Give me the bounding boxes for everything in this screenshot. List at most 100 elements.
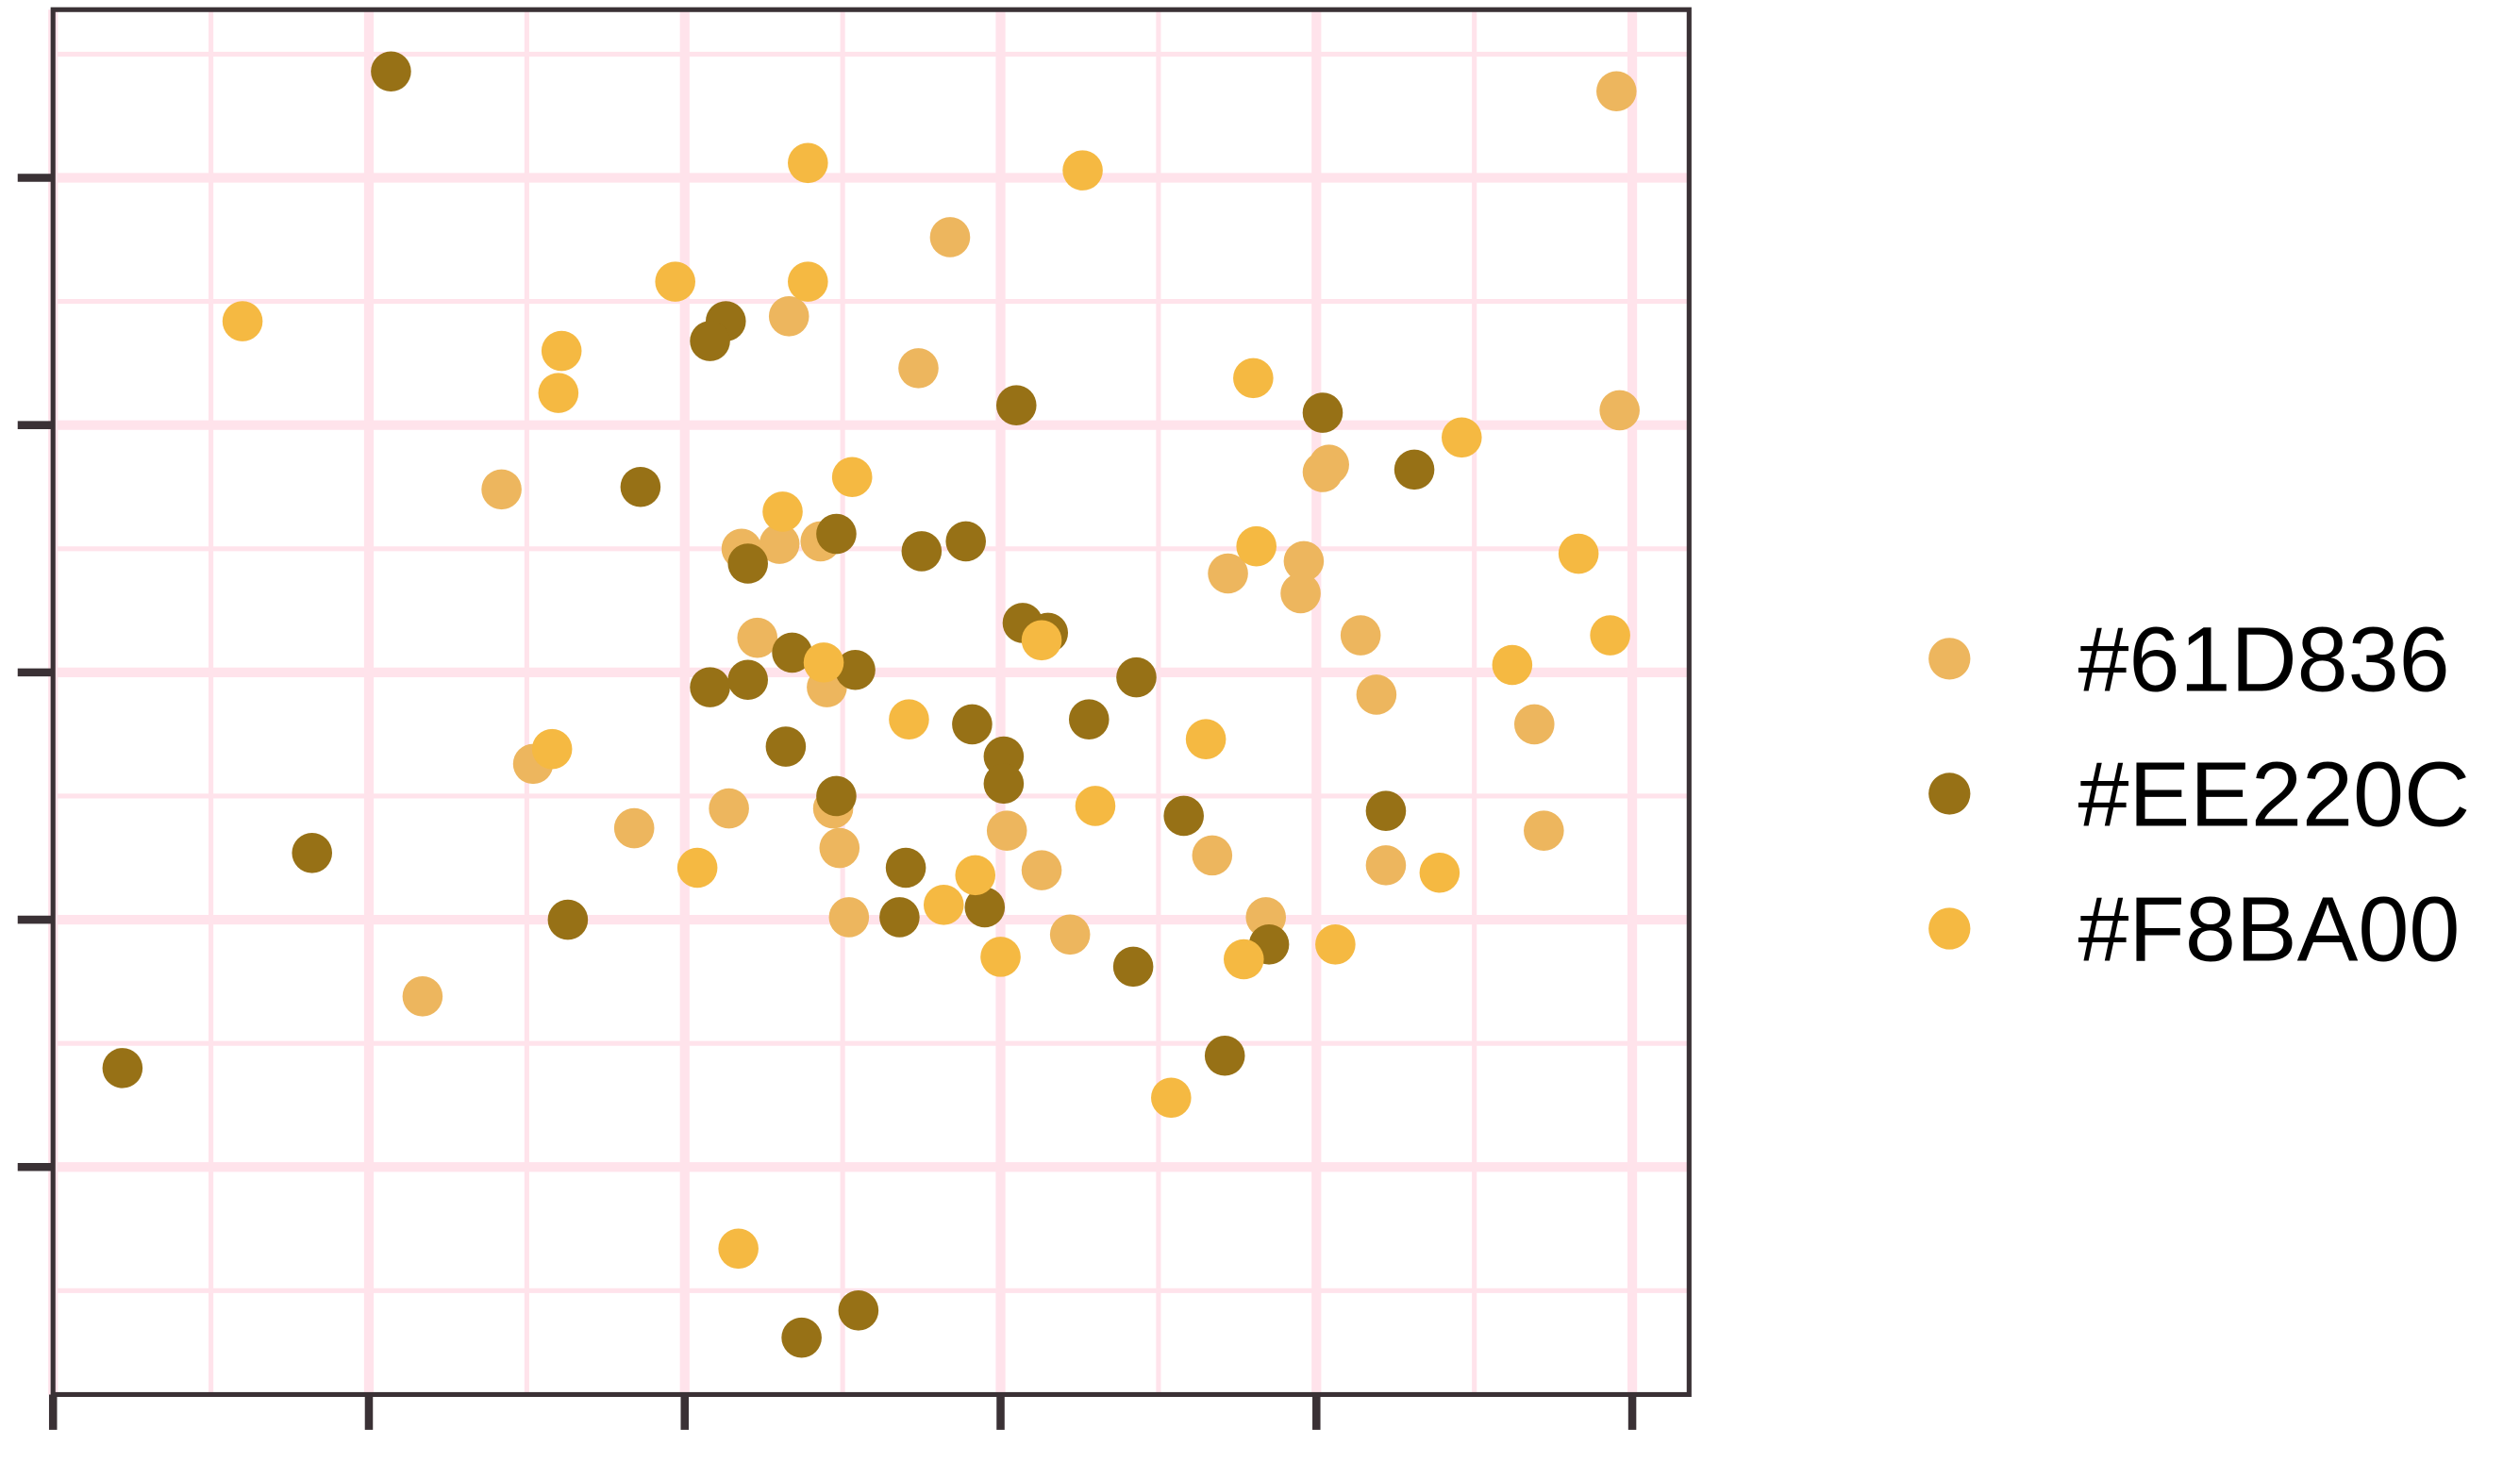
point-series-1 <box>102 1048 143 1088</box>
point-series-1 <box>1394 449 1435 490</box>
point-series-1 <box>879 897 920 938</box>
point-series-1 <box>1302 392 1343 433</box>
axis-ticks <box>17 174 1637 1430</box>
point-series-1 <box>727 659 768 701</box>
legend-marker <box>1928 907 1971 950</box>
point-series-1 <box>1112 946 1154 988</box>
point-series-1 <box>1365 790 1407 831</box>
point-series-2 <box>955 855 996 896</box>
point-series-2 <box>1151 1077 1192 1119</box>
point-series-0 <box>1596 71 1637 112</box>
point-series-0 <box>986 810 1027 851</box>
point-series-1 <box>816 513 857 555</box>
point-series-0 <box>1021 850 1062 890</box>
point-series-0 <box>768 296 809 337</box>
point-series-0 <box>613 807 655 849</box>
point-series-2 <box>889 699 929 739</box>
point-series-2 <box>1233 357 1274 399</box>
point-series-2 <box>788 261 828 302</box>
point-series-0 <box>1365 845 1407 886</box>
legend-label: #F8BA00 <box>2078 878 2461 981</box>
point-series-2 <box>1185 719 1227 759</box>
point-series-0 <box>1599 390 1640 431</box>
point-series-1 <box>835 649 876 690</box>
point-series-1 <box>945 521 986 562</box>
point-series-0 <box>1192 835 1233 876</box>
point-series-0 <box>1283 540 1325 582</box>
point-series-1 <box>1204 1035 1245 1076</box>
point-series-2 <box>1441 417 1482 458</box>
point-series-2 <box>655 261 696 302</box>
point-series-2 <box>1315 923 1356 965</box>
point-series-0 <box>1208 553 1248 594</box>
point-series-2 <box>541 330 582 372</box>
point-series-0 <box>402 976 443 1017</box>
point-series-1 <box>781 1317 822 1358</box>
point-series-2 <box>1224 939 1264 980</box>
point-series-2 <box>1021 620 1062 661</box>
point-series-0 <box>709 788 749 829</box>
point-series-1 <box>952 704 993 745</box>
point-series-0 <box>1356 674 1397 715</box>
point-series-1 <box>816 775 857 817</box>
point-series-1 <box>1116 656 1157 698</box>
point-series-2 <box>531 728 573 770</box>
point-series-0 <box>1280 573 1321 614</box>
point-series-0 <box>759 523 800 564</box>
point-series-0 <box>1513 704 1555 745</box>
point-series-1 <box>983 763 1025 805</box>
point-series-0 <box>737 617 778 658</box>
legend-label: #EE220C <box>2078 742 2471 845</box>
point-series-0 <box>929 217 971 258</box>
data-points <box>102 51 1640 1358</box>
point-series-2 <box>831 457 873 498</box>
point-series-1 <box>371 51 411 92</box>
point-series-1 <box>690 321 730 361</box>
point-series-0 <box>1302 452 1343 492</box>
point-series-2 <box>1062 150 1103 191</box>
point-series-2 <box>788 142 828 184</box>
point-series-2 <box>1075 786 1116 826</box>
point-series-2 <box>676 847 718 889</box>
point-series-2 <box>762 491 803 532</box>
point-series-2 <box>1419 852 1460 893</box>
point-series-1 <box>690 667 730 707</box>
legend-marker <box>1928 773 1971 815</box>
point-series-2 <box>1558 533 1599 574</box>
point-series-1 <box>964 887 1006 928</box>
point-series-0 <box>1524 810 1564 851</box>
point-series-1 <box>547 899 589 940</box>
point-series-2 <box>980 937 1021 977</box>
point-series-1 <box>727 543 768 584</box>
point-series-1 <box>765 726 807 767</box>
grid <box>48 9 1690 1395</box>
point-series-2 <box>803 642 844 683</box>
point-series-2 <box>1492 644 1533 686</box>
point-series-1 <box>772 632 812 673</box>
point-series-1 <box>1068 699 1110 739</box>
point-series-1 <box>838 1290 879 1331</box>
point-series-0 <box>1049 914 1091 955</box>
point-series-1 <box>292 832 333 873</box>
legend-label: #61D836 <box>2078 607 2450 710</box>
point-series-1 <box>885 847 926 889</box>
point-series-2 <box>1590 615 1630 656</box>
legend: #61D836 #EE220C #F8BA00 <box>1928 607 2471 981</box>
point-series-2 <box>538 373 579 413</box>
point-series-2 <box>1236 525 1277 567</box>
point-series-2 <box>718 1228 759 1270</box>
point-series-1 <box>1163 795 1204 837</box>
point-series-1 <box>901 531 943 572</box>
point-series-0 <box>828 897 870 938</box>
point-series-0 <box>1340 615 1381 656</box>
point-series-1 <box>620 466 661 507</box>
point-series-1 <box>995 385 1037 426</box>
legend-marker <box>1928 638 1971 680</box>
point-series-0 <box>819 827 860 869</box>
point-series-0 <box>898 348 939 389</box>
point-series-0 <box>481 469 522 510</box>
panel-border <box>50 7 1692 1398</box>
point-series-2 <box>923 885 964 925</box>
point-series-2 <box>222 301 263 341</box>
